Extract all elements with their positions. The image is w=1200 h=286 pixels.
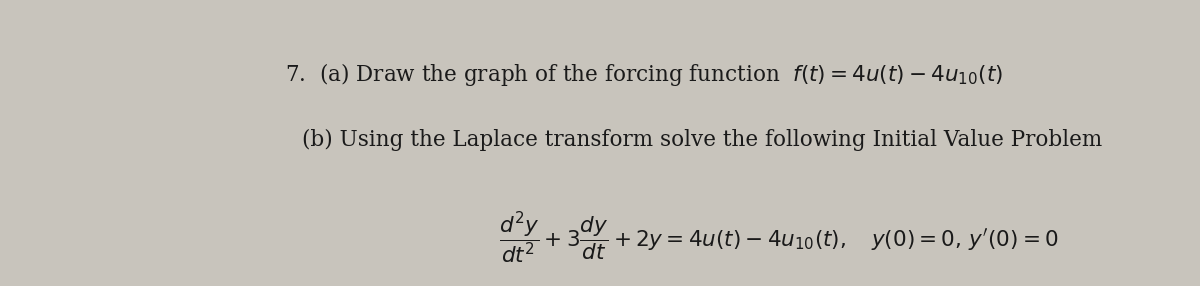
Text: $\dfrac{d^2y}{dt^2} + 3\dfrac{dy}{dt} + 2y = 4u(t) - 4u_{10}(t), \quad y(0) = 0,: $\dfrac{d^2y}{dt^2} + 3\dfrac{dy}{dt} + … bbox=[499, 210, 1058, 266]
Text: 7.  (a) Draw the graph of the forcing function  $f(t) = 4u(t) - 4u_{10}(t)$: 7. (a) Draw the graph of the forcing fun… bbox=[284, 61, 1003, 88]
Text: (b) Using the Laplace transform solve the following Initial Value Problem: (b) Using the Laplace transform solve th… bbox=[301, 129, 1102, 151]
